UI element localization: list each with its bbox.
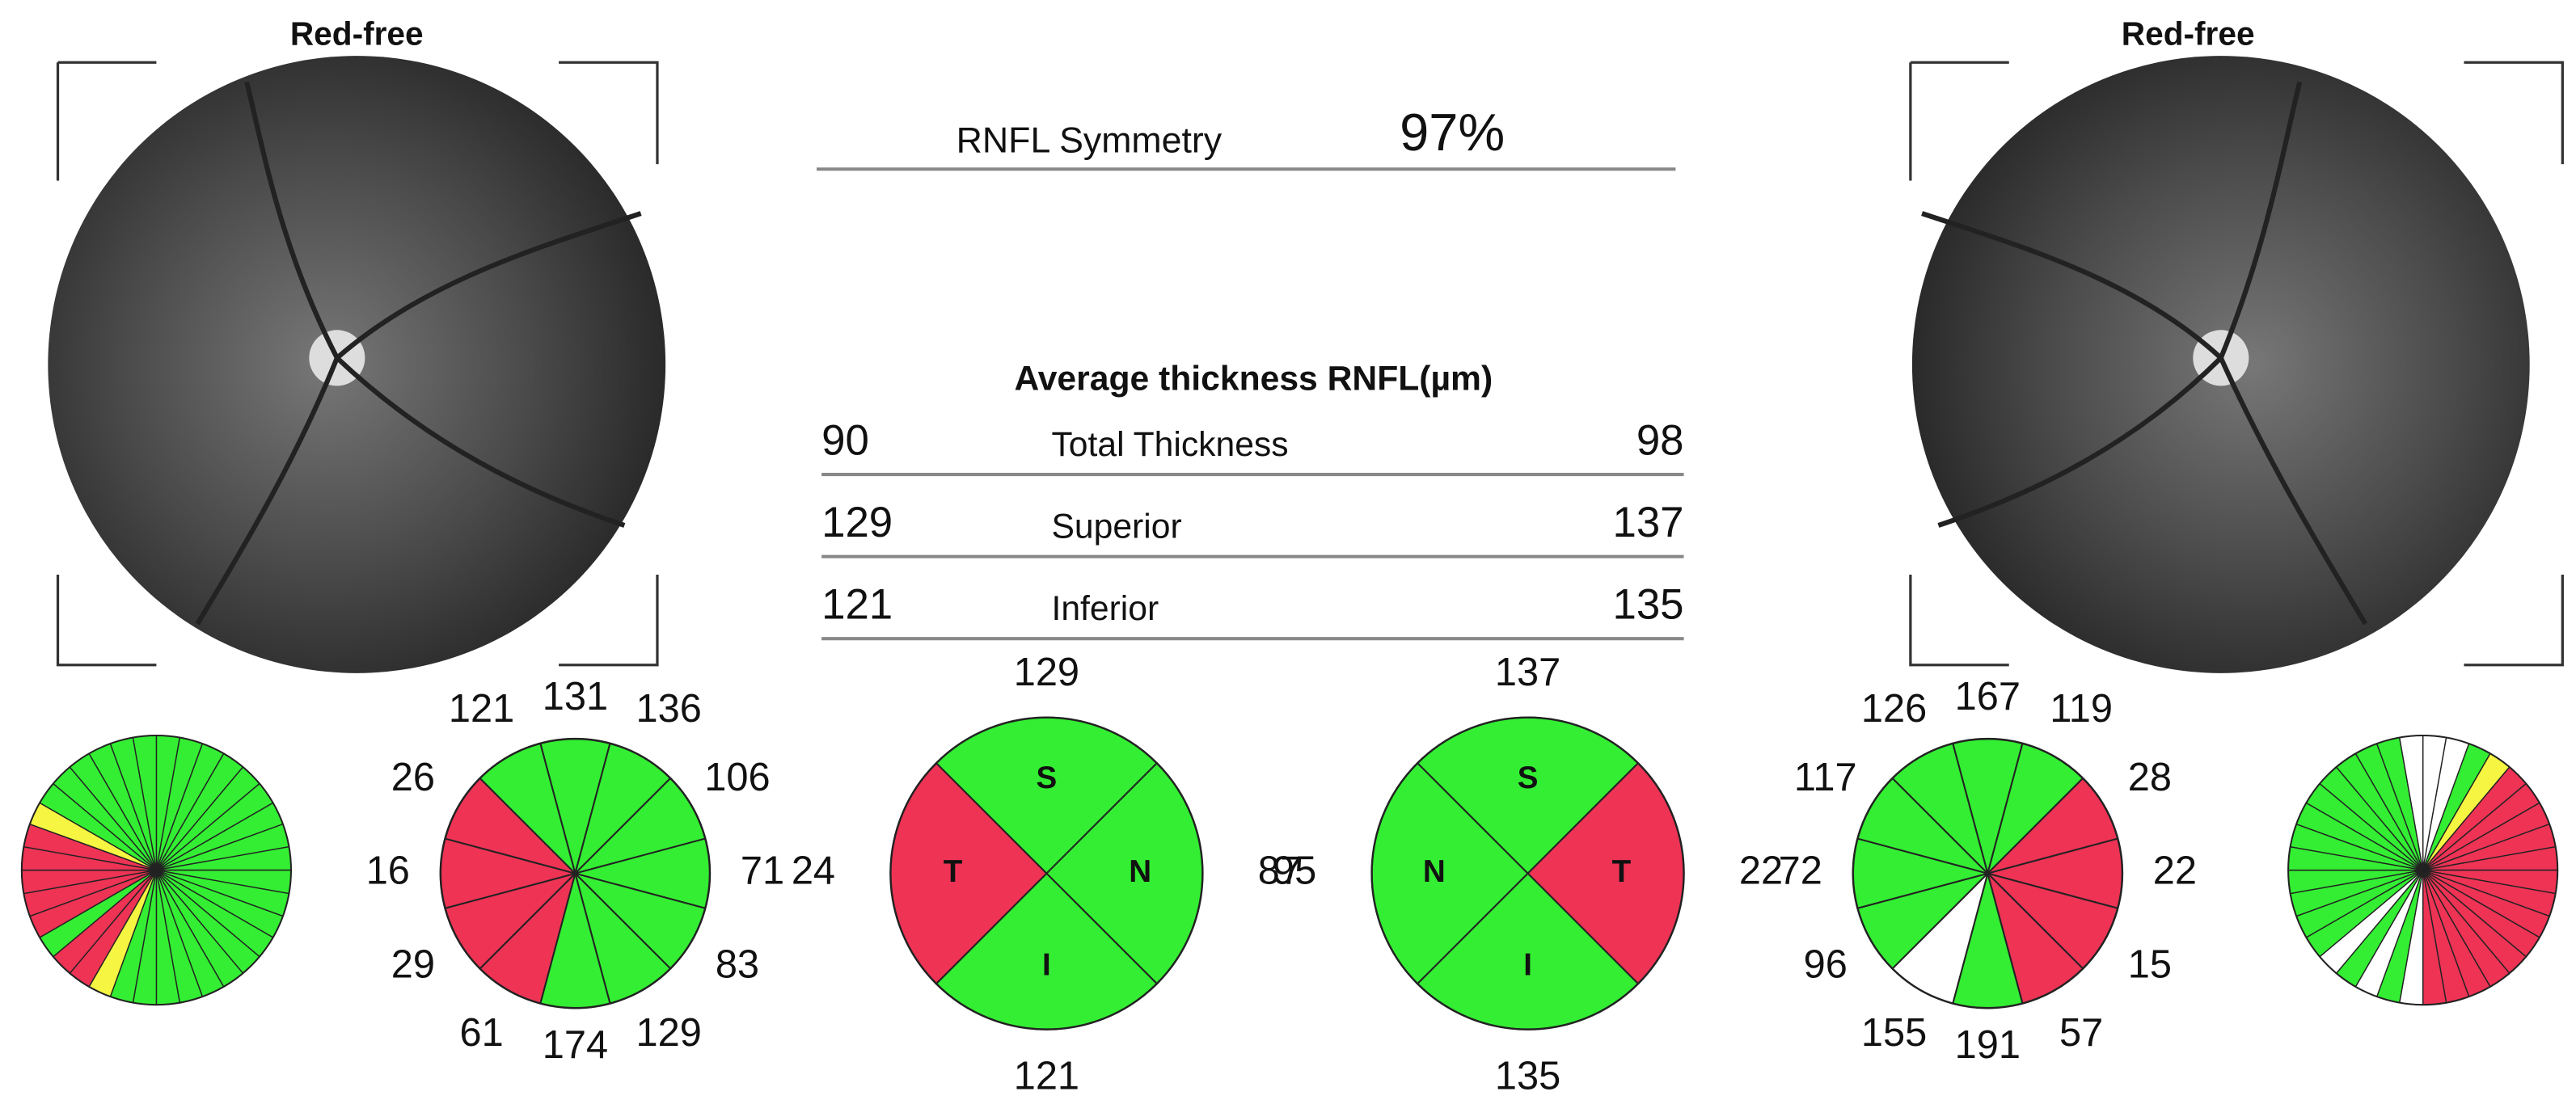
image-label: Red-free (2122, 15, 2255, 52)
thickness-title: Average thickness RNFL(µm) (1014, 360, 1493, 398)
clock-value: 117 (1794, 756, 1857, 799)
clock-value: 96 (1804, 942, 1848, 986)
clock-value: 15 (2128, 942, 2172, 986)
quadrant-outline (889, 716, 1204, 1030)
quadrant-letter: N (1423, 854, 1446, 889)
clock-value: 155 (1861, 1011, 1927, 1055)
left-value: 129 (821, 499, 893, 546)
clock-value: 16 (366, 849, 410, 893)
clock-value: 83 (716, 942, 759, 986)
clock-value: 129 (636, 1011, 702, 1055)
quadrant-value: 95 (1273, 849, 1316, 893)
clock-value: 136 (636, 687, 702, 731)
fundus-left (48, 56, 666, 673)
left-value: 121 (821, 581, 893, 629)
quadrant-value: 121 (1014, 1054, 1079, 1098)
quadrant-letter: N (1129, 854, 1151, 889)
clock-value: 71 (741, 849, 784, 893)
clock-value: 26 (391, 756, 435, 799)
clock-outline (439, 737, 712, 1009)
row-label: Inferior (1051, 589, 1159, 628)
clock-value: 174 (543, 1023, 608, 1067)
clock-value: 126 (1861, 687, 1927, 731)
clock-value: 119 (2050, 687, 2113, 731)
quadrant-letter: I (1042, 948, 1051, 983)
fundus-right (1909, 56, 2564, 673)
clock-value: 106 (704, 756, 770, 799)
clock-value: 61 (459, 1011, 503, 1055)
symmetry-label: RNFL Symmetry (956, 121, 1223, 161)
clock-value: 57 (2059, 1011, 2103, 1055)
row-label: Superior (1051, 507, 1181, 546)
right-value: 137 (1612, 499, 1683, 546)
quadrant-value: 137 (1495, 651, 1560, 694)
image-label: Red-free (290, 15, 424, 52)
quadrant-value: 129 (1014, 651, 1079, 694)
quadrant-letter: I (1523, 948, 1532, 983)
clock-value: 72 (1779, 849, 1822, 893)
clock-value: 167 (1955, 675, 2021, 719)
quadrant-letter: T (944, 854, 963, 889)
clock-value: 22 (2153, 849, 2197, 893)
quadrant-letter: T (1612, 854, 1632, 889)
quadrant-outline (1370, 716, 1685, 1030)
pie-outline (2287, 735, 2559, 1006)
clock-outline (1852, 737, 2124, 1009)
quadrant-value: 135 (1495, 1054, 1560, 1098)
quadrant-value: 24 (792, 849, 835, 893)
quadrant-letter: S (1518, 761, 1539, 795)
clock-value: 121 (449, 687, 514, 731)
left-value: 90 (821, 416, 869, 464)
clock-value: 131 (543, 675, 608, 719)
clock-value: 28 (2128, 756, 2172, 799)
right-value: 135 (1612, 581, 1683, 629)
quadrant-value: 87 (1258, 849, 1302, 893)
clock-value: 191 (1955, 1023, 2021, 1067)
row-label: Total Thickness (1051, 425, 1288, 464)
quadrant-letter: S (1037, 761, 1058, 795)
right-value: 98 (1636, 416, 1684, 464)
clock-value: 29 (391, 942, 435, 986)
symmetry-value: 97% (1400, 103, 1505, 162)
quadrant-value: 22 (1739, 849, 1783, 893)
pie-outline (20, 735, 292, 1006)
